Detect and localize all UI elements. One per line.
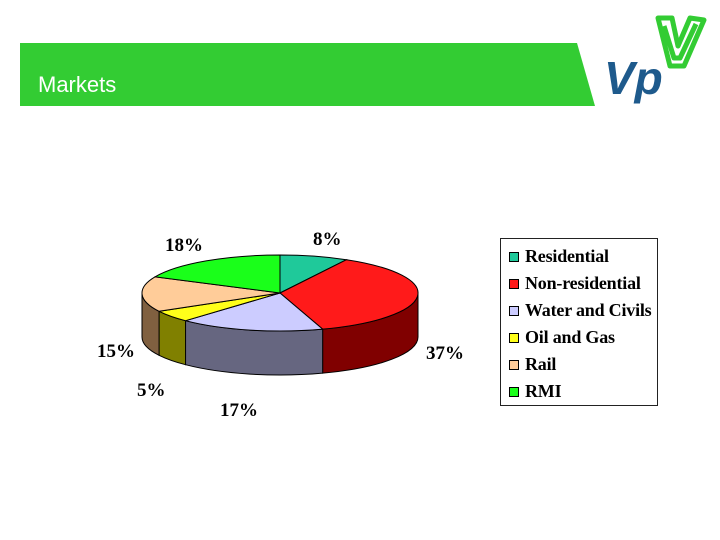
value-label-oil-and-gas: 5% (137, 380, 166, 401)
pie-slice-rail (141, 276, 281, 312)
legend-swatch (509, 278, 519, 289)
value-label-residential: 8% (313, 229, 342, 250)
pie-slice-non-residential (279, 259, 419, 330)
legend-label: Rail (525, 354, 557, 374)
page-title: Markets (38, 72, 117, 97)
vp-logo: Vp (604, 15, 707, 104)
legend-item-non-residential: Non-residential (501, 270, 657, 297)
legend-item-residential: Residential (501, 243, 657, 270)
logo-v-mark (655, 15, 707, 69)
legend-item-water-and-civils: Water and Civils (501, 297, 657, 324)
legend-label: Water and Civils (525, 300, 652, 320)
pie-tops (141, 254, 419, 332)
legend-swatch (509, 305, 519, 316)
legend-item-oil-and-gas: Oil and Gas (501, 324, 657, 351)
legend-swatch (509, 359, 519, 370)
legend-label: Non-residential (525, 273, 641, 293)
legend-item-rmi: RMI (501, 378, 657, 405)
legend-label: Oil and Gas (525, 327, 615, 347)
legend-item-rail: Rail (501, 351, 657, 378)
logo-text: Vp (604, 52, 663, 104)
pie-sides (141, 292, 419, 376)
legend-swatch (509, 251, 519, 262)
legend-swatch (509, 386, 519, 397)
value-label-rail: 15% (97, 341, 135, 362)
value-label-rmi: 18% (165, 235, 203, 256)
legend-label: RMI (525, 381, 562, 401)
chart-legend: Residential Non-residential Water and Ci… (500, 238, 658, 406)
pie-chart (141, 254, 419, 376)
pie-slice-rmi (153, 254, 281, 294)
pie-slice-water-and-civils (183, 292, 324, 332)
banner-shape (20, 43, 595, 106)
value-label-water-and-civils: 17% (220, 400, 258, 421)
legend-label: Residential (525, 246, 609, 266)
header-banner (20, 43, 595, 106)
value-label-non-residential: 37% (426, 343, 464, 364)
legend-swatch (509, 332, 519, 343)
